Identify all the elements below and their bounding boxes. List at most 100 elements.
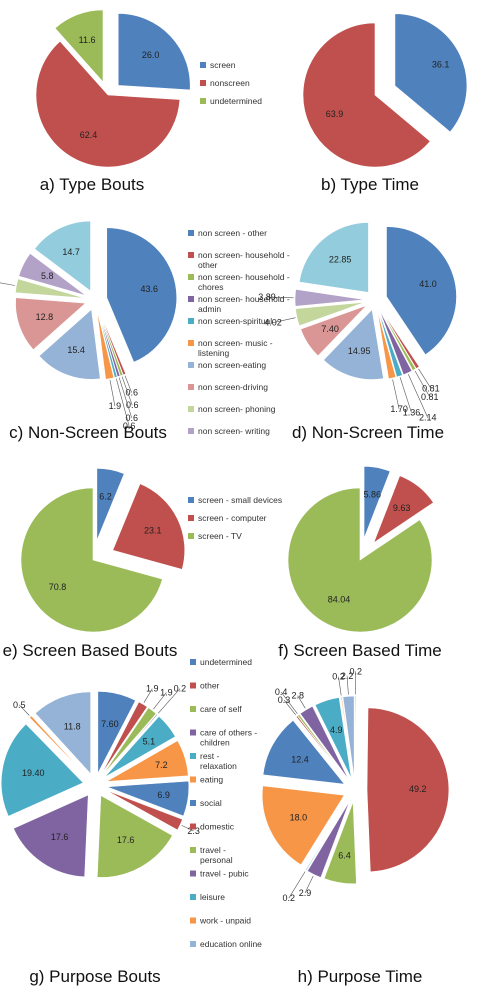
legend: undetermined other care of self care of oth… — [190, 657, 262, 949]
leader-line — [280, 691, 298, 714]
pie-slice — [297, 713, 349, 781]
legend-swatch — [200, 80, 206, 86]
pie-slice — [96, 468, 125, 541]
pie-slice — [299, 705, 350, 780]
legend-label: screen - TV — [198, 531, 242, 541]
pie-slice — [98, 309, 127, 376]
pie-slice — [340, 696, 354, 779]
slice-value-label: 7.2 — [155, 760, 168, 770]
pie-slice — [306, 800, 351, 878]
leader-line — [304, 875, 314, 894]
pie-slice — [97, 309, 118, 378]
slice-value-label: 49.2 — [409, 784, 427, 794]
legend-label: care of self — [200, 704, 242, 714]
legend-label: leisure — [200, 892, 225, 902]
slice-value-label: 22.85 — [329, 255, 352, 265]
legend-label: non screen- household - — [198, 250, 290, 260]
pie-slice — [13, 794, 89, 878]
pie-slice — [294, 289, 366, 307]
leader-line — [118, 377, 132, 418]
slice-value-label: 18.0 — [290, 812, 308, 822]
slice-value-label: 70.8 — [49, 582, 67, 592]
slice-value-label: 19.40 — [22, 768, 45, 778]
legend-swatch — [190, 729, 196, 736]
pie-slice — [287, 487, 433, 633]
slice-value-label: 0.4 — [275, 687, 288, 697]
legend-swatch — [190, 753, 196, 759]
legend-swatch — [188, 318, 194, 324]
legend-swatch — [188, 497, 194, 503]
legend-label: care of others - — [200, 728, 257, 738]
slice-value-label: 41.0 — [419, 279, 437, 289]
pie-slice — [35, 40, 181, 168]
leader-line — [408, 374, 429, 418]
leader-line — [297, 695, 306, 709]
legend-label: admin — [198, 304, 221, 314]
chart-title: h) Purpose Time — [298, 967, 423, 986]
slice-value-label: 1.9 — [160, 687, 173, 697]
chart-title: a) Type Bouts — [40, 175, 145, 194]
leader-line — [283, 699, 296, 716]
pie-slice — [106, 227, 178, 363]
chart-title: c) Non-Screen Bouts — [9, 423, 167, 442]
chart-title: b) Type Time — [321, 175, 419, 194]
legend-swatch — [200, 98, 206, 104]
pie-slice — [117, 13, 191, 91]
pie-chart-7: 0.249.26.42.90.218.012.40.30.4 2.84.90.22… — [261, 666, 450, 986]
slice-value-label: 63.9 — [326, 109, 344, 119]
legend-swatch — [188, 384, 194, 390]
pie-slice — [376, 309, 397, 380]
pie-chart-6: 7.601.9 1.9 0.25.17.26.92.317.617.619.400.… — [0, 684, 200, 986]
legend-label: non screen- writing — [198, 426, 270, 436]
legend-label: chores — [198, 282, 224, 292]
slice-value-label: 0.6 — [126, 400, 139, 410]
pie-slice — [34, 220, 91, 292]
pie-slice — [298, 222, 369, 293]
slice-value-label: 6.2 — [99, 492, 112, 502]
slice-value-label: 17.6 — [51, 832, 69, 842]
pie-chart-2: 43.60.60.60.60.61.915.412.83.25.814.7c) … — [0, 220, 178, 442]
legend-label: listening — [198, 348, 229, 358]
pie-slice — [380, 308, 420, 369]
pie-slice — [34, 691, 91, 775]
pie-slice — [102, 713, 158, 777]
legend-swatch — [190, 894, 196, 900]
slice-value-label: 1.9 — [109, 401, 122, 411]
slice-value-label: 2.3 — [187, 826, 200, 836]
leader-line — [338, 676, 342, 696]
slice-value-label: 6.9 — [157, 790, 170, 800]
pie-slice — [106, 780, 190, 817]
legend-label: non screen-eating — [198, 360, 266, 370]
legend-label: travel - — [200, 845, 226, 855]
slice-value-label: 1.70 — [390, 404, 408, 414]
pie-slice — [96, 309, 115, 380]
chart-title: g) Purpose Bouts — [29, 967, 160, 986]
slice-value-label: 2.9 — [299, 888, 312, 898]
legend-label: undetermined — [210, 96, 262, 106]
leader-line — [181, 825, 194, 832]
leader-line — [399, 377, 412, 413]
legend-label: eating — [200, 775, 223, 785]
pie-slice — [342, 695, 355, 779]
slice-value-label: 14.7 — [62, 247, 80, 257]
legend-label: other — [198, 260, 218, 270]
slice-value-label: 0.2 — [349, 666, 362, 676]
slice-value-label: 7.40 — [321, 324, 339, 334]
legend-label: children — [200, 738, 230, 748]
pie-slice — [97, 691, 136, 774]
slice-value-label: 12.4 — [291, 755, 309, 765]
leader-line — [124, 375, 132, 393]
legend-swatch — [190, 941, 196, 947]
pie-slice — [373, 475, 434, 544]
pie-slice — [394, 13, 468, 133]
slice-value-label: 5.86 — [364, 490, 382, 500]
slice-value-label: 4.9 — [330, 725, 343, 735]
legend-swatch — [190, 776, 196, 783]
slice-value-label: 3.89 — [258, 292, 276, 302]
slice-value-label: 11.8 — [64, 721, 81, 731]
pie-slice — [0, 723, 84, 817]
pie-slice — [104, 715, 176, 778]
legend-label: non screen-spiritual — [198, 316, 272, 326]
pie-slice — [379, 308, 417, 371]
